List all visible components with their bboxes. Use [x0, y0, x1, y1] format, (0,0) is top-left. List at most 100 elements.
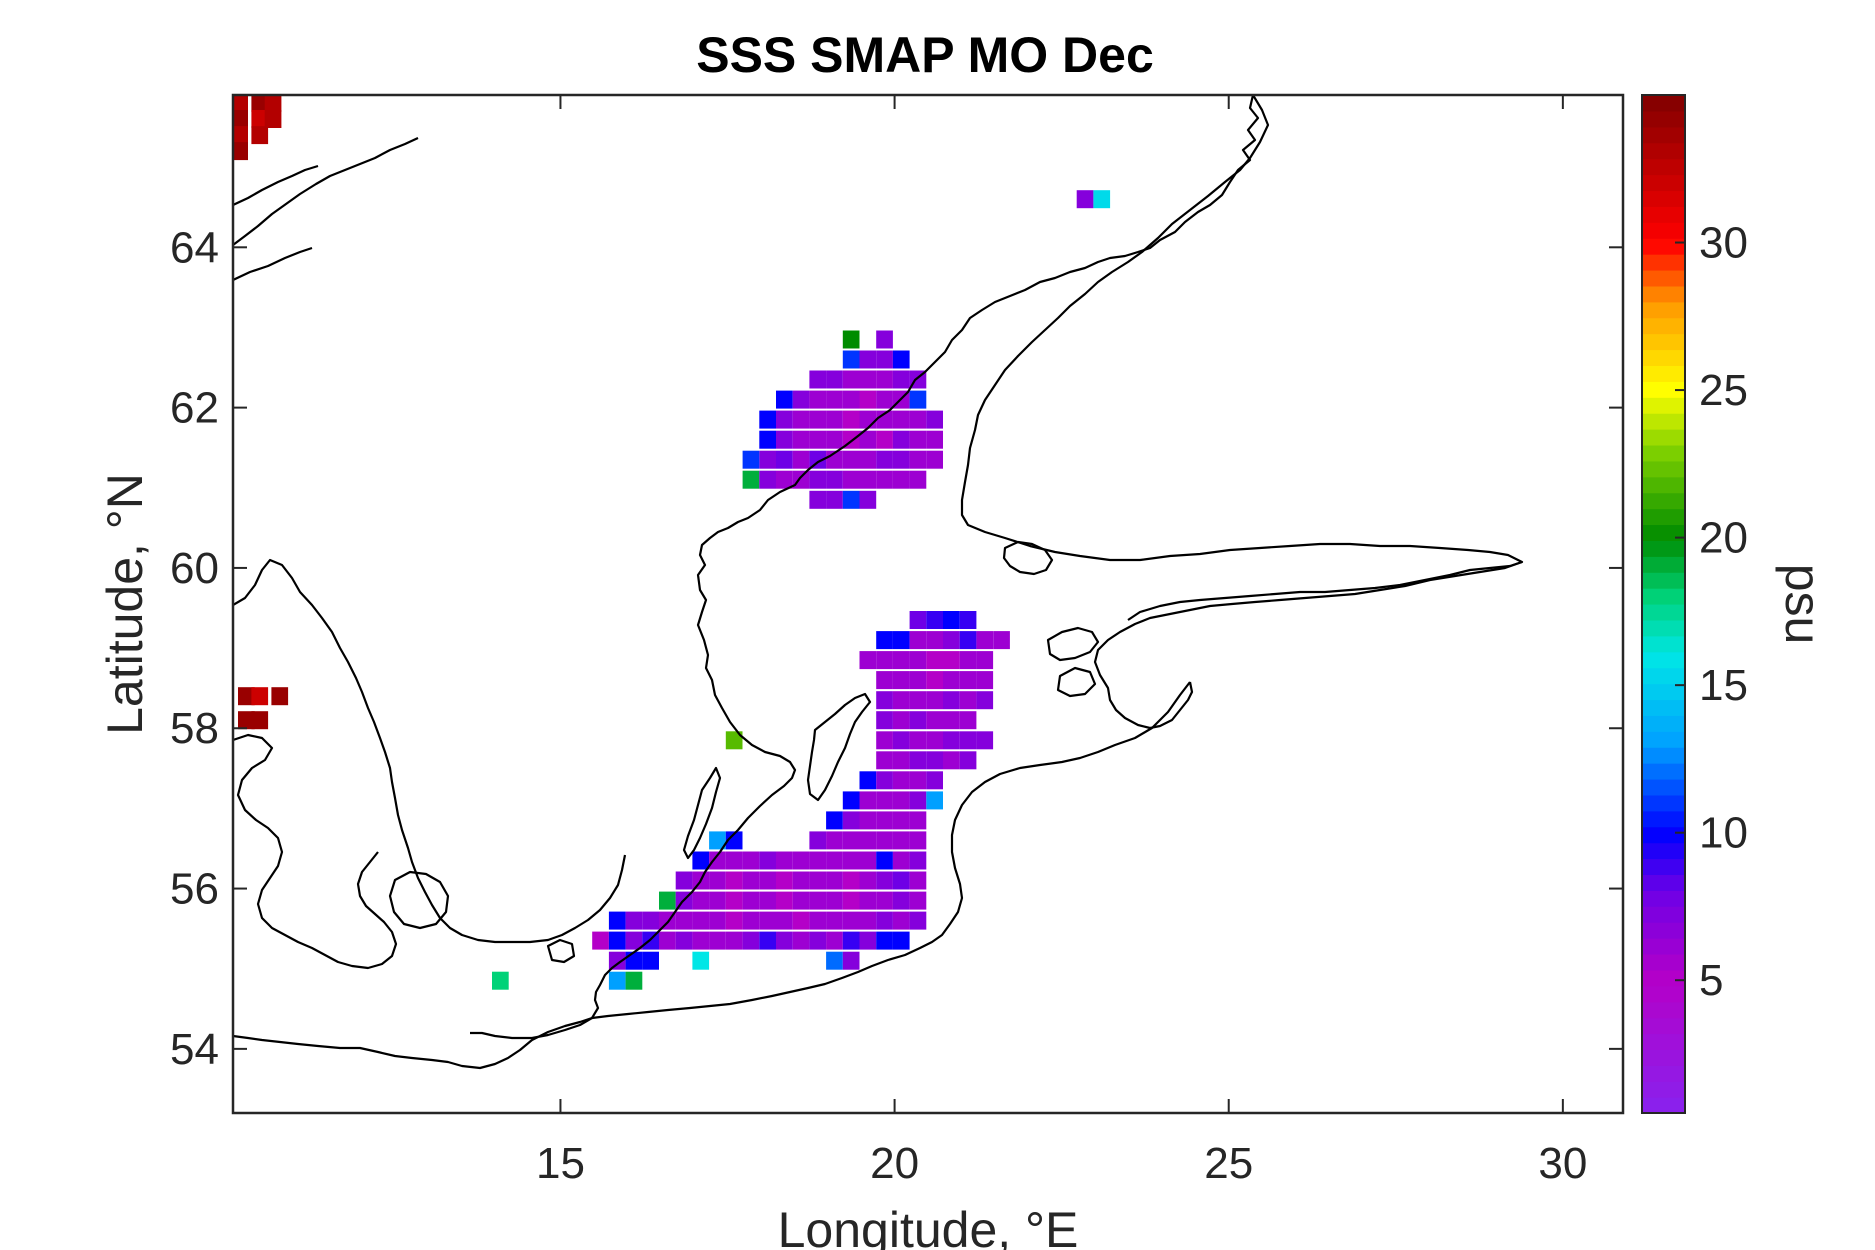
colorbar-band: [1642, 572, 1685, 589]
colorbar-band: [1642, 1033, 1685, 1050]
salinity-cell: [809, 370, 827, 389]
salinity-cell: [909, 711, 927, 730]
salinity-cell: [876, 711, 893, 730]
salinity-cell: [251, 95, 269, 112]
salinity-cell: [792, 851, 810, 870]
salinity-cell: [675, 871, 693, 890]
salinity-cell: [826, 430, 843, 449]
salinity-cell: [709, 931, 726, 950]
salinity-cell: [876, 791, 893, 810]
salinity-cell: [709, 871, 726, 890]
salinity-cell: [976, 731, 994, 750]
salinity-cell: [959, 691, 977, 710]
colorbar-ticks: 5 10 15 20 25 30: [1675, 219, 1748, 1005]
salinity-cell: [959, 631, 977, 650]
colorbar-band: [1642, 381, 1685, 398]
salinity-cell: [742, 911, 760, 930]
salinity-cell: [826, 851, 843, 870]
salinity-cell: [859, 931, 877, 950]
salinity-cell: [776, 931, 793, 950]
colorbar: 5 10 15 20 25 30 psu: [1641, 94, 1831, 1114]
colorbar-gradient: [1642, 95, 1685, 1114]
salinity-cell: [725, 891, 743, 910]
colorbar-band: [1642, 922, 1685, 939]
colorbar-tick-label: 15: [1699, 661, 1748, 710]
salinity-cell: [943, 671, 960, 690]
salinity-cell: [826, 951, 843, 970]
salinity-cell: [909, 751, 927, 770]
colorbar-band: [1642, 1001, 1685, 1019]
salinity-cell: [264, 110, 282, 128]
salinity-cell: [725, 831, 743, 850]
salinity-cell: [876, 330, 893, 349]
salinity-cell: [909, 731, 927, 750]
salinity-cell: [776, 390, 793, 409]
salinity-cell: [692, 951, 710, 970]
salinity-cell: [809, 871, 827, 890]
salinity-cell: [776, 430, 793, 449]
sweden-west-coastline: [233, 558, 627, 944]
colorbar-band: [1642, 1017, 1685, 1035]
salinity-cell: [959, 711, 977, 730]
salinity-cell: [876, 751, 893, 770]
salinity-cell: [842, 370, 860, 389]
salinity-cell: [642, 951, 659, 970]
salinity-cell: [809, 851, 827, 870]
salinity-cell: [709, 911, 726, 930]
salinity-cell: [742, 450, 760, 469]
salinity-cell: [876, 731, 893, 750]
salinity-cell: [892, 631, 910, 650]
salinity-cell: [842, 470, 860, 489]
colorbar-band: [1642, 158, 1685, 176]
colorbar-band: [1642, 95, 1685, 112]
colorbar-band: [1642, 747, 1685, 764]
salinity-cell: [759, 931, 776, 950]
colorbar-band: [1642, 285, 1685, 303]
salinity-cell: [876, 891, 893, 910]
salinity-cell: [892, 811, 910, 830]
colorbar-tick-label: 5: [1699, 956, 1723, 1005]
salinity-cell: [926, 751, 943, 770]
salinity-cell: [238, 687, 255, 706]
salinity-cell: [926, 430, 943, 449]
salinity-cell: [742, 891, 760, 910]
salinity-cell: [859, 811, 877, 830]
denmark-coastline: [233, 733, 398, 970]
salinity-cell: [892, 831, 910, 850]
salinity-cell: [976, 631, 994, 650]
salinity-cell: [642, 911, 659, 930]
salinity-cell: [759, 410, 776, 429]
y-axis-ticks: 54 56 58 60 62 64: [170, 223, 1623, 1074]
salinity-cell: [976, 671, 994, 690]
salinity-cell: [926, 651, 943, 670]
oland-outline: [682, 766, 722, 860]
salinity-cell: [943, 731, 960, 750]
salinity-cell: [608, 931, 626, 950]
salinity-cell: [909, 831, 927, 850]
salinity-cell: [792, 891, 810, 910]
x-axis-ticks: 15 20 25 30: [536, 95, 1587, 1188]
colorbar-band: [1642, 826, 1685, 844]
colorbar-band: [1642, 333, 1685, 351]
salinity-cell: [876, 911, 893, 930]
salinity-cell: [909, 410, 927, 429]
salinity-cell: [776, 851, 793, 870]
salinity-cell: [876, 771, 893, 790]
y-tick-label: 64: [170, 223, 219, 272]
colorbar-band: [1642, 842, 1685, 860]
salinity-cell: [909, 390, 927, 409]
colorbar-band: [1642, 110, 1685, 128]
salinity-cell: [892, 891, 910, 910]
salinity-cell: [826, 370, 843, 389]
salinity-cell: [692, 911, 710, 930]
colorbar-band: [1642, 556, 1685, 573]
salinity-cell: [876, 671, 893, 690]
salinity-cell: [608, 951, 626, 970]
x-tick-label: 25: [1204, 1139, 1253, 1188]
salinity-cell: [892, 430, 910, 449]
salinity-cell: [809, 911, 827, 930]
salinity-cell: [876, 831, 893, 850]
salinity-cell: [892, 911, 910, 930]
x-tick-label: 20: [870, 1139, 919, 1188]
colorbar-band: [1642, 635, 1685, 653]
